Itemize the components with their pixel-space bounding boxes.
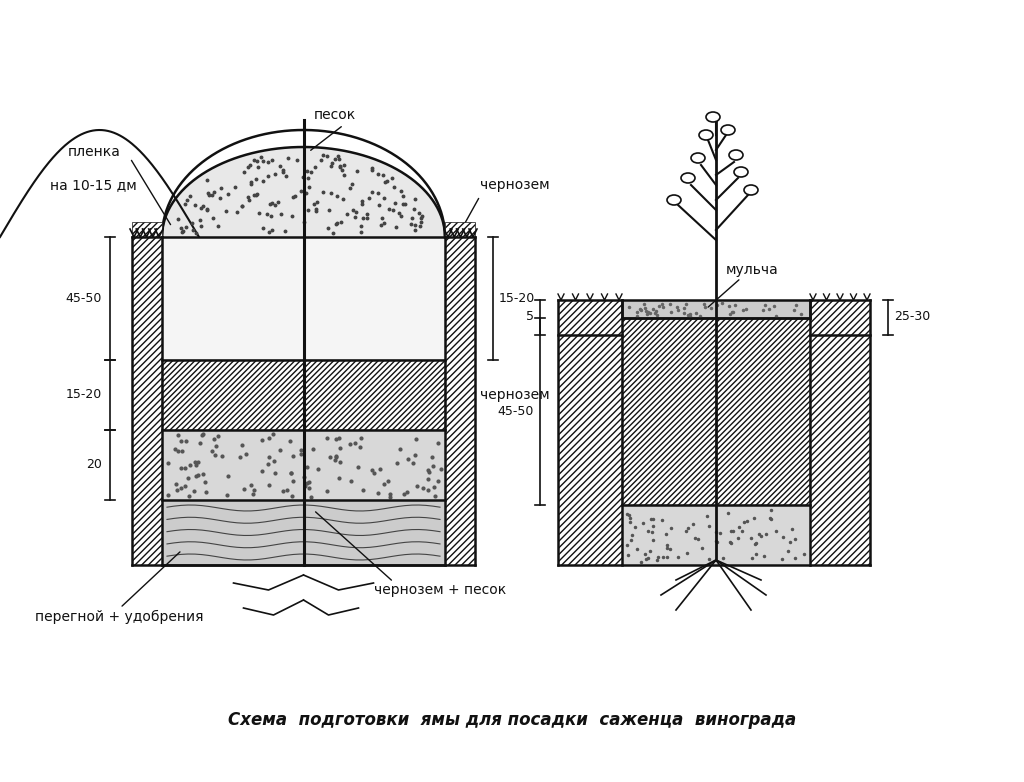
Bar [132, 222, 162, 237]
Text: 15-20: 15-20 [66, 389, 102, 401]
Text: песок: песок [313, 108, 355, 122]
Text: чернозем: чернозем [480, 388, 550, 402]
Ellipse shape [729, 150, 743, 160]
Ellipse shape [681, 173, 695, 183]
Bar [445, 237, 475, 565]
Text: 45-50: 45-50 [498, 405, 534, 418]
Text: Схема  подготовки  ямы для посадки  саженца  винограда: Схема подготовки ямы для посадки саженца… [228, 711, 796, 729]
Text: пленка: пленка [68, 145, 121, 159]
Bar [558, 300, 622, 565]
Bar [558, 300, 622, 335]
Text: перегной + удобрения: перегной + удобрения [35, 610, 204, 624]
Text: 25-30: 25-30 [894, 310, 930, 324]
Ellipse shape [706, 112, 720, 122]
Text: чернозем: чернозем [480, 178, 550, 192]
Bar [132, 237, 162, 565]
Bar [162, 360, 445, 430]
Bar [445, 222, 475, 237]
Bar [162, 500, 445, 565]
Bar [622, 505, 810, 565]
Text: на 10-15 дм: на 10-15 дм [50, 178, 137, 192]
Text: чернозем + песок: чернозем + песок [374, 583, 506, 597]
Text: мульча: мульча [726, 263, 778, 277]
Text: 5: 5 [526, 310, 534, 324]
Ellipse shape [667, 195, 681, 205]
Ellipse shape [699, 130, 713, 140]
Text: 20: 20 [86, 458, 102, 472]
Bar [622, 300, 810, 318]
Bar [162, 430, 445, 500]
Ellipse shape [691, 153, 705, 163]
Bar [622, 318, 810, 505]
Bar [162, 237, 445, 360]
Ellipse shape [744, 185, 758, 195]
Bar [810, 300, 870, 565]
Ellipse shape [734, 167, 748, 177]
Polygon shape [162, 147, 445, 237]
Bar [810, 300, 870, 335]
Polygon shape [162, 130, 445, 237]
Text: 15-20: 15-20 [499, 292, 536, 305]
Text: 45-50: 45-50 [66, 292, 102, 305]
Ellipse shape [721, 125, 735, 135]
